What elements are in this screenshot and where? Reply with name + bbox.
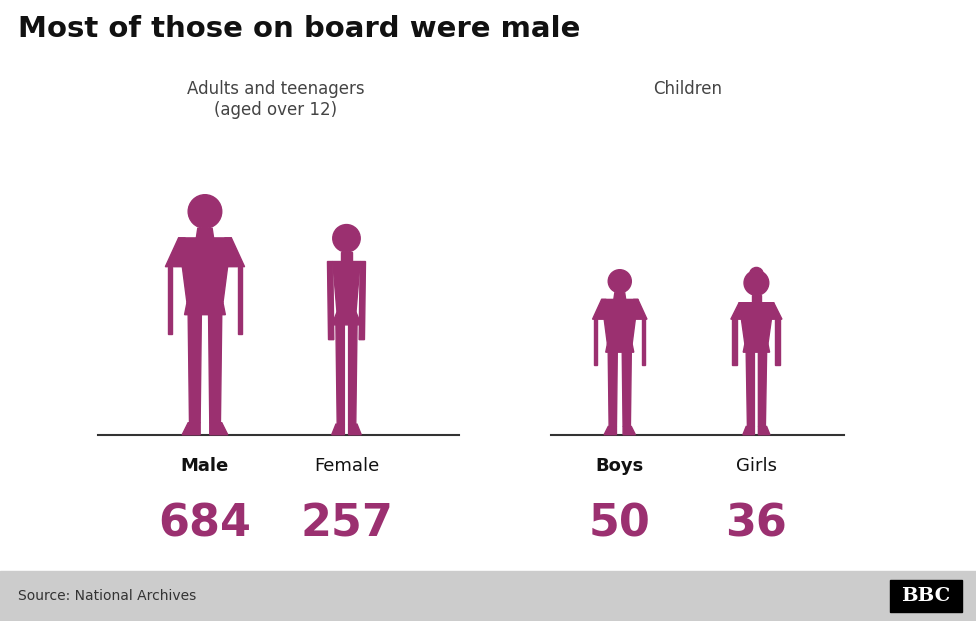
Circle shape (188, 195, 222, 229)
Polygon shape (342, 252, 351, 261)
Polygon shape (594, 319, 597, 365)
Polygon shape (752, 295, 761, 302)
Polygon shape (606, 344, 633, 352)
Polygon shape (642, 319, 645, 365)
Polygon shape (775, 319, 781, 365)
Polygon shape (184, 302, 225, 315)
Polygon shape (758, 427, 770, 435)
Text: Boys: Boys (595, 456, 644, 474)
Polygon shape (623, 352, 631, 427)
Text: Male: Male (181, 456, 229, 474)
Polygon shape (359, 261, 365, 340)
Circle shape (750, 268, 763, 281)
Circle shape (608, 270, 631, 292)
Circle shape (333, 225, 360, 252)
Polygon shape (747, 352, 754, 427)
Polygon shape (183, 423, 200, 435)
Polygon shape (238, 266, 242, 334)
Polygon shape (224, 238, 245, 266)
Polygon shape (336, 325, 345, 424)
Polygon shape (623, 427, 635, 435)
Polygon shape (165, 238, 185, 266)
Text: 684: 684 (158, 503, 252, 546)
Polygon shape (633, 299, 647, 319)
Polygon shape (333, 261, 360, 312)
Text: BBC: BBC (902, 587, 951, 605)
Polygon shape (604, 427, 617, 435)
Polygon shape (210, 423, 227, 435)
Polygon shape (188, 315, 201, 423)
Text: Girls: Girls (736, 456, 777, 474)
Bar (0, 571, 976, 621)
Polygon shape (601, 299, 638, 344)
Polygon shape (731, 302, 742, 319)
Text: Female: Female (314, 456, 379, 474)
Polygon shape (332, 424, 345, 435)
Circle shape (744, 271, 769, 295)
Text: 257: 257 (300, 503, 393, 546)
Bar (890, 580, 962, 612)
Polygon shape (348, 325, 357, 424)
Polygon shape (758, 352, 766, 427)
Text: Most of those on board were male: Most of those on board were male (18, 15, 581, 43)
Polygon shape (348, 424, 361, 435)
Polygon shape (209, 315, 222, 423)
Polygon shape (179, 238, 231, 302)
Polygon shape (608, 352, 617, 427)
Polygon shape (743, 427, 754, 435)
Polygon shape (614, 292, 626, 299)
Text: Children: Children (654, 80, 722, 98)
Polygon shape (592, 299, 606, 319)
Text: Adults and teenagers
(aged over 12): Adults and teenagers (aged over 12) (187, 80, 364, 119)
Polygon shape (743, 344, 770, 352)
Polygon shape (196, 229, 214, 238)
Polygon shape (732, 319, 738, 365)
Text: Source: National Archives: Source: National Archives (18, 589, 196, 603)
Polygon shape (332, 312, 361, 325)
Polygon shape (739, 302, 774, 344)
Text: 50: 50 (589, 503, 651, 546)
Text: 36: 36 (725, 503, 788, 546)
Polygon shape (771, 302, 782, 319)
Polygon shape (328, 261, 334, 340)
Polygon shape (168, 266, 172, 334)
